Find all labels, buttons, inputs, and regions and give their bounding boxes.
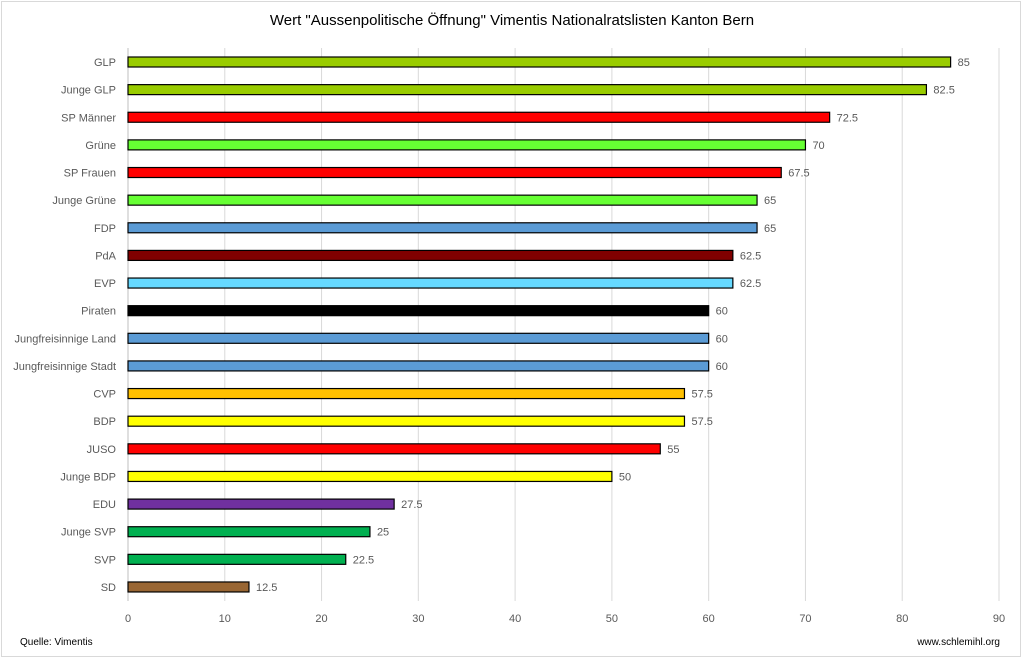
x-tick-label: 30	[412, 613, 424, 625]
category-label: SP Frauen	[64, 168, 116, 180]
category-label: Junge Grüne	[52, 195, 116, 207]
value-label: 65	[764, 195, 776, 207]
category-label: FDP	[94, 223, 116, 235]
bar	[127, 332, 710, 344]
bar	[127, 470, 613, 483]
x-tick-label: 0	[125, 613, 131, 625]
bar	[127, 387, 686, 400]
value-label: 25	[377, 527, 389, 539]
bar	[127, 526, 371, 538]
value-label: 12.5	[256, 582, 277, 594]
category-label: Piraten	[81, 306, 116, 318]
category-label: CVP	[93, 389, 116, 401]
value-label: 85	[958, 57, 970, 69]
category-label: BDP	[93, 416, 116, 428]
bar	[127, 360, 710, 372]
value-label: 57.5	[691, 416, 712, 428]
x-tick-label: 50	[606, 613, 618, 625]
x-tick-label: 40	[509, 613, 521, 625]
category-label: Junge SVP	[61, 527, 116, 539]
chart-title: Wert "Aussenpolitische Öffnung" Vimentis…	[269, 12, 755, 29]
x-tick-label: 10	[219, 613, 231, 625]
category-label: Junge GLP	[61, 85, 116, 97]
bar	[127, 84, 928, 96]
category-label: Jungfreisinnige Land	[14, 333, 116, 345]
category-label: EVP	[94, 278, 116, 290]
x-tick-label: 80	[896, 613, 908, 625]
value-label: 67.5	[788, 168, 809, 180]
value-label: 72.5	[837, 112, 858, 124]
bar	[127, 111, 831, 123]
value-label: 60	[716, 361, 728, 373]
bar	[127, 581, 250, 593]
x-tick-label: 90	[993, 613, 1005, 625]
value-label: 50	[619, 471, 631, 483]
bar	[127, 415, 686, 427]
value-label: 62.5	[740, 250, 761, 262]
x-tick-label: 70	[799, 613, 811, 625]
bar	[127, 166, 782, 179]
category-label: PdA	[95, 250, 116, 262]
bar	[127, 139, 807, 151]
value-label: 65	[764, 223, 776, 235]
category-label: EDU	[93, 499, 116, 511]
category-label: JUSO	[87, 444, 117, 456]
bar	[127, 443, 661, 455]
value-label: 57.5	[691, 389, 712, 401]
category-label: SP Männer	[61, 112, 116, 124]
category-label: GLP	[94, 57, 116, 69]
bar	[127, 56, 952, 68]
bar	[127, 498, 395, 510]
value-label: 70	[812, 140, 824, 152]
value-label: 60	[716, 333, 728, 345]
x-tick-label: 20	[315, 613, 327, 625]
bar	[127, 194, 758, 206]
bar	[127, 305, 710, 317]
value-label: 62.5	[740, 278, 761, 290]
x-tick-label: 60	[703, 613, 715, 625]
website-note: www.schlemihl.org	[917, 637, 1000, 648]
category-label: SVP	[94, 554, 116, 566]
category-label: Jungfreisinnige Stadt	[13, 361, 116, 373]
bar	[127, 277, 734, 289]
bar	[127, 222, 758, 234]
value-label: 22.5	[353, 554, 374, 566]
value-label: 60	[716, 306, 728, 318]
value-label: 82.5	[933, 85, 954, 97]
category-label: SD	[101, 582, 116, 594]
value-label: 27.5	[401, 499, 422, 511]
source-note: Quelle: Vimentis	[20, 637, 93, 648]
category-label: Grüne	[85, 140, 116, 152]
bar	[127, 553, 347, 565]
category-label: Junge BDP	[60, 471, 116, 483]
value-label: 55	[667, 444, 679, 456]
bar	[127, 249, 734, 262]
